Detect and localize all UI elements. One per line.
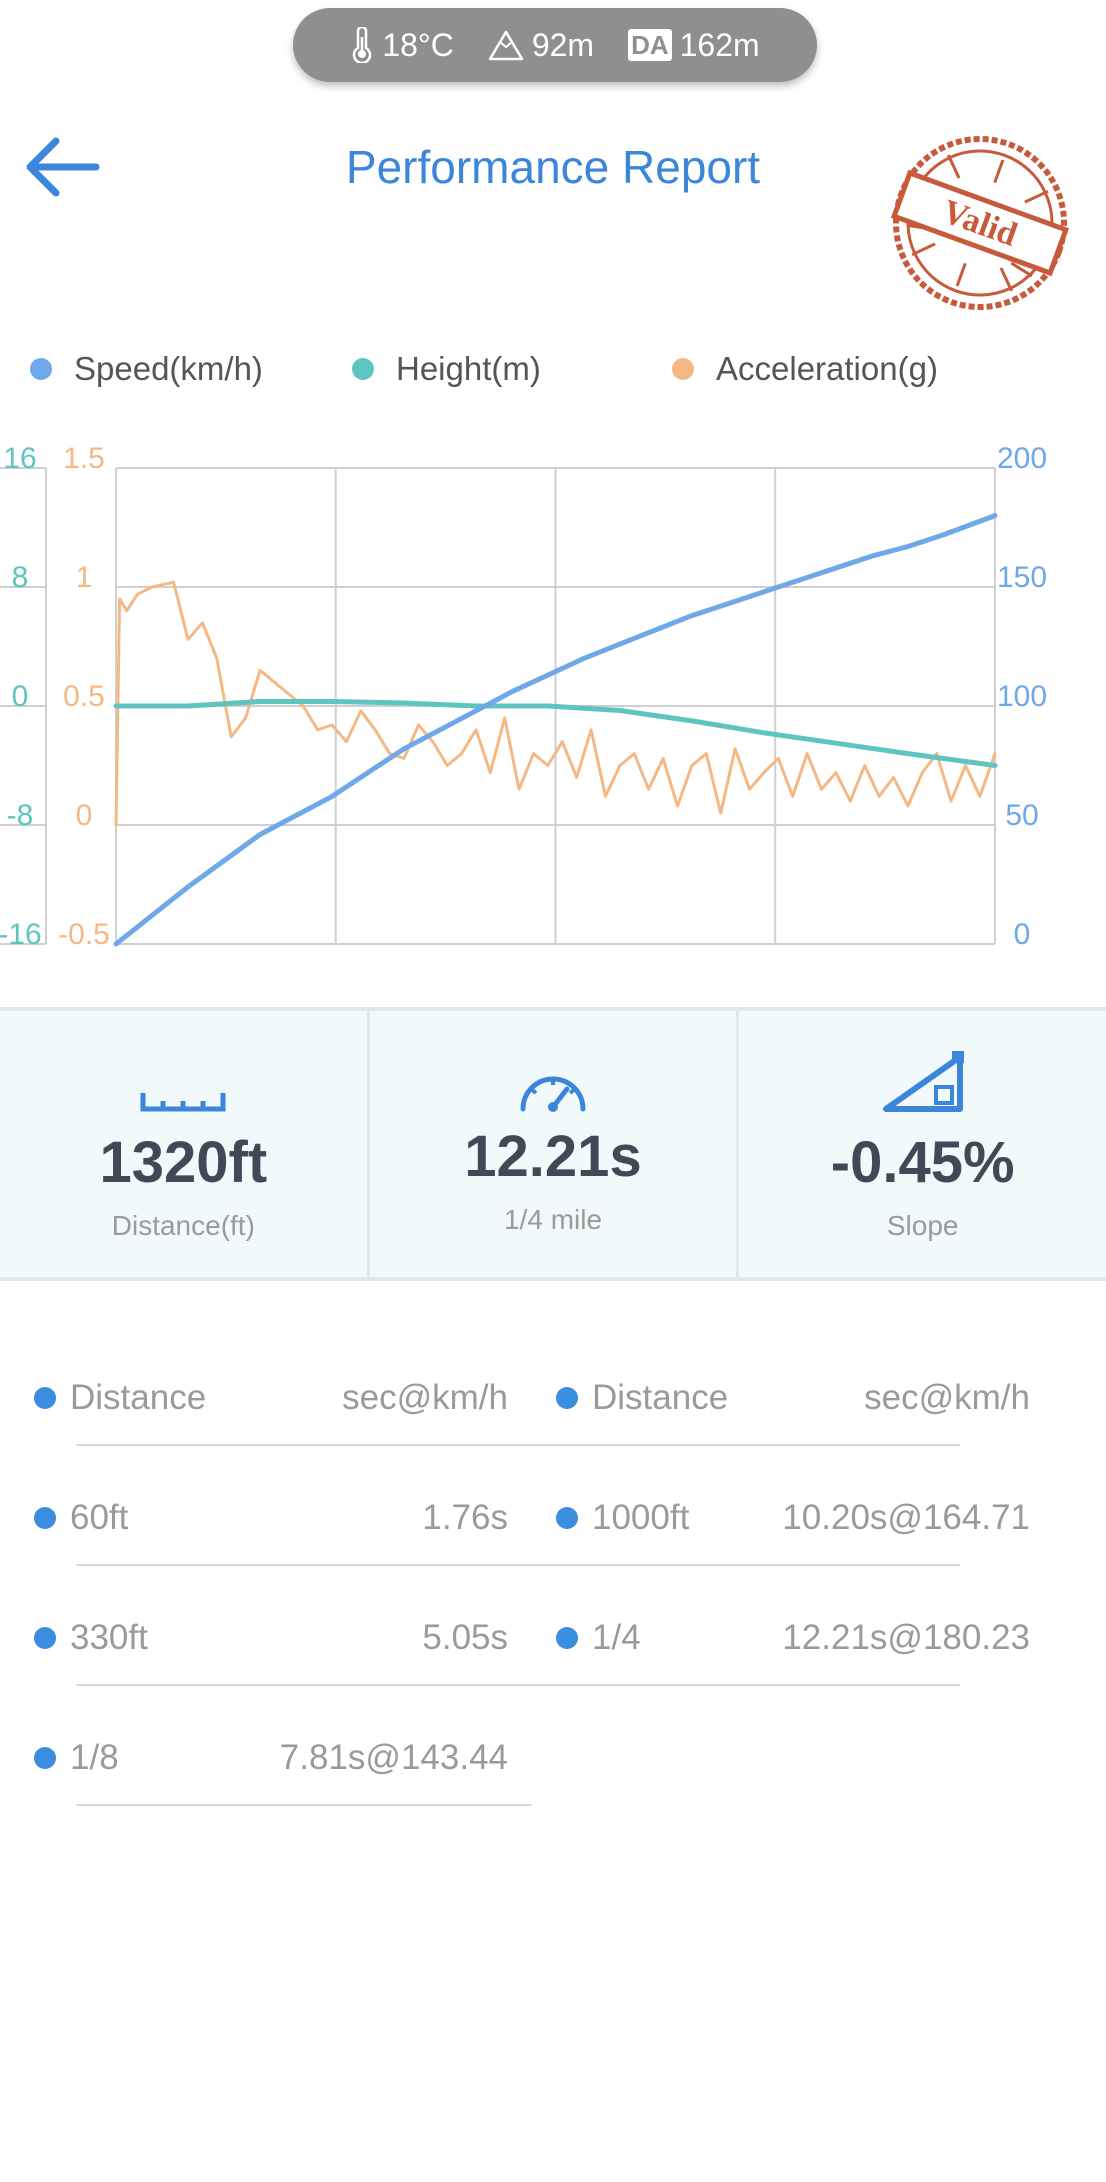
- series-line-speed: [113, 513, 998, 947]
- legend-label: Speed(km/h): [74, 350, 263, 387]
- slope-icon: [882, 1051, 964, 1112]
- height-tick-label: 16: [3, 442, 36, 475]
- split-distance: 1/4: [592, 1618, 641, 1657]
- stat-label: Slope: [886, 1210, 959, 1241]
- height-tick-label: -8: [7, 799, 34, 832]
- split-distance: 1/8: [70, 1738, 119, 1777]
- legend-dot: [30, 358, 52, 380]
- legend-item-speed: Speed(km/h): [30, 350, 263, 388]
- row-divider: [76, 1444, 960, 1446]
- summary-stats: 1320ft Distance(ft) 12.21s 1/4 mile: [0, 1007, 1106, 1281]
- bullet-dot: [556, 1507, 578, 1529]
- split-distance-left: 60ft: [34, 1488, 128, 1548]
- split-row: 60ft 1.76s 1000ft 10.20s@164.71: [0, 1460, 1106, 1580]
- row-divider: [76, 1684, 960, 1686]
- density-altitude-badge: DA: [628, 29, 672, 61]
- split-time: 12.21s@180.23: [782, 1618, 1030, 1657]
- acceleration-tick-label: -0.5: [58, 918, 110, 951]
- bullet-dot: [556, 1627, 578, 1649]
- split-time: 5.05s: [422, 1618, 508, 1657]
- split-header-time: sec@km/h: [864, 1378, 1030, 1417]
- environment-status-bar: 18°C 92m DA 162m: [293, 8, 817, 82]
- split-header-time: sec@km/h: [342, 1378, 508, 1417]
- split-header-distance: Distance: [592, 1378, 729, 1417]
- split-header-right: Distance: [556, 1368, 728, 1428]
- stat-value: 1320ft: [99, 1130, 268, 1195]
- split-distance: 60ft: [70, 1498, 129, 1537]
- splits-table: Distance sec@km/h Distance sec@km/h 60ft…: [0, 1340, 1106, 1820]
- legend-item-acceleration: Acceleration(g): [672, 350, 938, 388]
- row-divider: [76, 1804, 532, 1806]
- density-altitude-value: 162m: [679, 26, 760, 63]
- legend-item-height: Height(m): [352, 350, 541, 388]
- acceleration-tick-label: 1: [76, 561, 93, 594]
- legend-dot: [352, 358, 374, 380]
- stat-label: 1/4 mile: [503, 1204, 603, 1235]
- legend-label: Height(m): [396, 350, 541, 387]
- split-row: 330ft 5.05s 1/4 12.21s@180.23: [0, 1580, 1106, 1700]
- bullet-dot: [34, 1747, 56, 1769]
- bullet-dot: [34, 1507, 56, 1529]
- height-tick-label: -16: [0, 918, 42, 951]
- speed-tick-label: 200: [997, 442, 1047, 475]
- stat-value: -0.45%: [830, 1130, 1015, 1195]
- splits-header-row: Distance sec@km/h Distance sec@km/h: [0, 1340, 1106, 1460]
- height-tick-label: 8: [12, 561, 29, 594]
- split-distance-left: 330ft: [34, 1608, 148, 1668]
- back-button[interactable]: [22, 132, 102, 202]
- page-title: Performance Report: [345, 141, 761, 193]
- split-time: 10.20s@164.71: [782, 1498, 1030, 1537]
- acceleration-tick-label: 0: [76, 799, 93, 832]
- valid-stamp: Valid: [890, 136, 1070, 310]
- speed-tick-label: 150: [997, 561, 1047, 594]
- speed-tick-label: 100: [997, 680, 1047, 713]
- acceleration-tick-label: 0.5: [63, 680, 105, 713]
- legend-dot: [672, 358, 694, 380]
- ruler-icon: [140, 1093, 226, 1112]
- density-altitude-item: DA 162m: [628, 27, 760, 64]
- split-header-distance: Distance: [70, 1378, 207, 1417]
- stat-value: 12.21s: [464, 1124, 642, 1189]
- split-row: 1/8 7.81s@143.44: [0, 1700, 1106, 1820]
- altitude-value: 92m: [531, 26, 595, 63]
- temperature-value: 18°C: [382, 26, 454, 63]
- bullet-dot: [556, 1387, 578, 1409]
- thermometer-icon: [353, 27, 372, 63]
- split-distance-left: 1/8: [34, 1728, 119, 1788]
- series-line-height: [113, 699, 998, 768]
- split-distance-right: 1/4: [556, 1608, 641, 1668]
- bullet-dot: [34, 1627, 56, 1649]
- stat-label: Distance(ft): [111, 1210, 255, 1241]
- back-arrow-icon: [26, 137, 100, 197]
- performance-chart: 16 8 0 -8 -16 1.5 1 0.5 0 -0.5 200 150 100 50 0: [0, 442, 1047, 951]
- stat-quarter-mile: 12.21s 1/4 mile: [366, 1011, 737, 1277]
- split-time: 7.81s@143.44: [279, 1738, 508, 1777]
- split-distance-right: 1000ft: [556, 1488, 689, 1548]
- row-divider: [76, 1564, 960, 1566]
- stat-distance: 1320ft Distance(ft): [0, 1011, 367, 1277]
- stat-slope: -0.45% Slope: [736, 1011, 1106, 1277]
- split-distance: 1000ft: [592, 1498, 690, 1537]
- legend-label: Acceleration(g): [716, 350, 938, 387]
- speedometer-icon: [520, 1076, 586, 1112]
- height-tick-label: 0: [12, 680, 29, 713]
- speed-tick-label: 50: [1005, 799, 1038, 832]
- speed-tick-label: 0: [1014, 918, 1031, 951]
- bullet-dot: [34, 1387, 56, 1409]
- acceleration-tick-label: 1.5: [63, 442, 105, 475]
- mountain-icon: [488, 30, 524, 61]
- temperature-item: 18°C: [350, 27, 454, 64]
- chart-legend: Speed(km/h) Height(m) Acceleration(g): [0, 350, 1106, 390]
- split-header-left: Distance: [34, 1368, 206, 1428]
- split-time: 1.76s: [422, 1498, 508, 1537]
- altitude-item: 92m: [488, 27, 594, 64]
- split-distance: 330ft: [70, 1618, 148, 1657]
